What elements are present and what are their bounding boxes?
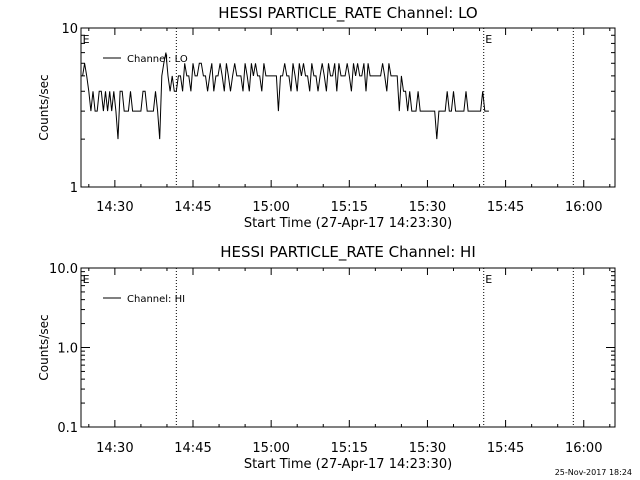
chart-title: HESSI PARTICLE_RATE Channel: LO: [218, 4, 477, 23]
x-tick-label: 14:30: [96, 200, 133, 215]
chart-title: HESSI PARTICLE_RATE Channel: HI: [220, 243, 476, 262]
x-tick-label: 14:45: [174, 200, 211, 215]
generation-timestamp: 25-Nov-2017 18:24: [554, 468, 632, 477]
x-tick-label: 16:00: [565, 441, 602, 456]
y-tick-label: 1.0: [57, 342, 78, 357]
event-mark: E: [485, 33, 492, 46]
y-tick-label: 10: [61, 22, 78, 37]
x-axis-label: Start Time (27-Apr-17 14:23:30): [244, 457, 452, 472]
x-tick-label: 15:00: [252, 441, 289, 456]
event-mark: E: [83, 33, 90, 46]
legend-label: Channel: HI: [127, 294, 185, 305]
event-mark: E: [485, 273, 492, 286]
x-tick-label: 15:15: [331, 441, 368, 456]
x-tick-label: 15:45: [487, 200, 524, 215]
y-tick-label: 0.1: [57, 421, 78, 436]
x-tick-label: 14:30: [96, 441, 133, 456]
plot-frame: [80, 267, 616, 428]
event-mark: E: [83, 273, 90, 286]
y-axis-label: Counts/sec: [37, 74, 51, 140]
y-axis-label: Counts/sec: [37, 314, 51, 380]
legend-label: Channel: LO: [127, 54, 188, 65]
plot-frame: [80, 27, 616, 188]
x-tick-label: 15:30: [409, 441, 446, 456]
x-tick-label: 15:30: [409, 200, 446, 215]
x-tick-label: 16:00: [565, 200, 602, 215]
y-tick-label: 1: [70, 181, 78, 196]
series-line: [82, 52, 489, 140]
x-tick-label: 15:45: [487, 441, 524, 456]
x-axis-label: Start Time (27-Apr-17 14:23:30): [244, 216, 452, 231]
x-tick-label: 14:45: [174, 441, 211, 456]
y-tick-label: 10.0: [49, 262, 78, 277]
x-tick-label: 15:00: [252, 200, 289, 215]
x-tick-label: 15:15: [331, 200, 368, 215]
